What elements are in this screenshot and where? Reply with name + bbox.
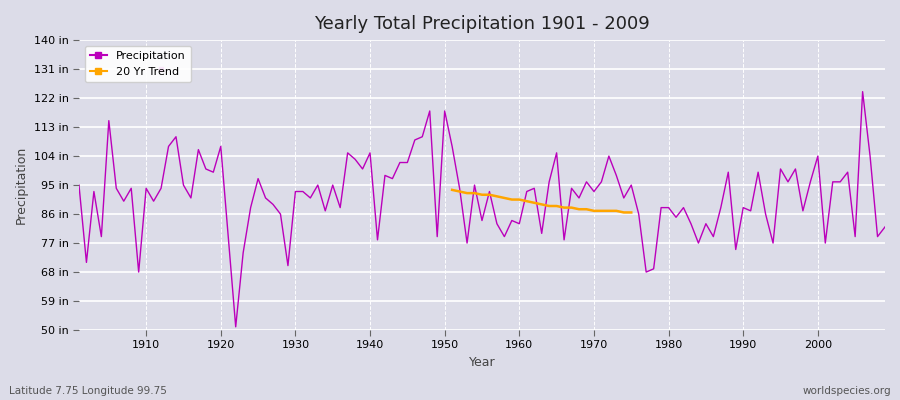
Title: Yearly Total Precipitation 1901 - 2009: Yearly Total Precipitation 1901 - 2009	[314, 15, 650, 33]
Text: worldspecies.org: worldspecies.org	[803, 386, 891, 396]
Y-axis label: Precipitation: Precipitation	[15, 146, 28, 224]
Text: Latitude 7.75 Longitude 99.75: Latitude 7.75 Longitude 99.75	[9, 386, 166, 396]
X-axis label: Year: Year	[469, 356, 495, 369]
Legend: Precipitation, 20 Yr Trend: Precipitation, 20 Yr Trend	[85, 46, 191, 82]
